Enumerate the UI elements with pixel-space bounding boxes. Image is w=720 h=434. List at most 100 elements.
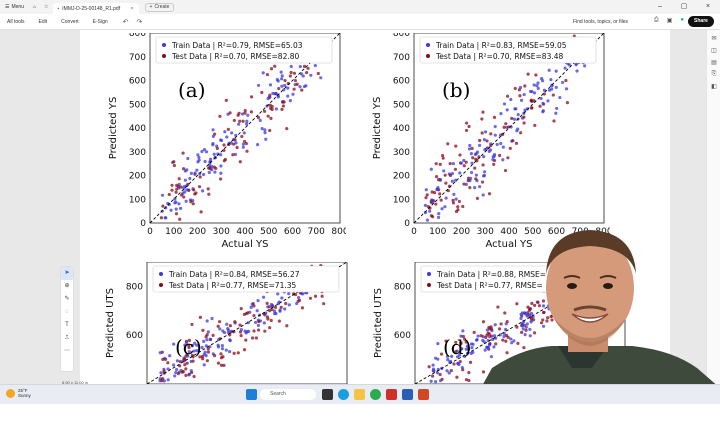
train-point xyxy=(247,329,251,334)
comment-icon[interactable]: ✉ xyxy=(711,36,717,42)
undo-icon[interactable]: ↶ xyxy=(122,18,129,26)
train-point xyxy=(202,363,206,367)
pages-icon[interactable]: ▤ xyxy=(711,60,717,66)
create-label: Create xyxy=(154,4,170,10)
task-view-icon[interactable] xyxy=(322,389,333,400)
test-point xyxy=(438,162,442,166)
explorer-icon[interactable] xyxy=(354,389,365,400)
y-tick-label: 800 xyxy=(129,33,146,39)
train-point xyxy=(444,196,448,200)
weather-widget[interactable]: 25°F Sunny xyxy=(6,388,31,398)
test-point xyxy=(181,151,185,155)
test-point xyxy=(474,157,478,161)
test-point xyxy=(215,146,219,151)
powerpoint-icon[interactable] xyxy=(418,389,429,400)
pen-icon[interactable]: ✎ xyxy=(64,296,70,302)
lasso-icon[interactable]: ◌ xyxy=(65,309,69,315)
test-point xyxy=(462,182,466,186)
minimize-icon[interactable]: – xyxy=(658,3,662,10)
redo-icon[interactable]: ↷ xyxy=(136,18,143,26)
y-axis-label: Predicted UTS xyxy=(373,288,384,358)
test-point xyxy=(219,356,224,360)
bookmark-icon[interactable]: ◫ xyxy=(711,48,717,54)
chrome-icon[interactable] xyxy=(370,389,381,400)
save-icon[interactable]: ▣ xyxy=(666,18,673,24)
test-point xyxy=(464,378,469,382)
train-point xyxy=(561,80,565,85)
test-point xyxy=(213,354,217,358)
attachment-icon[interactable]: ⎘ xyxy=(711,71,717,77)
train-point xyxy=(491,158,495,162)
text-box-icon[interactable]: T xyxy=(65,322,69,328)
close-window-icon[interactable]: × xyxy=(705,3,711,10)
test-point xyxy=(451,201,456,205)
train-point xyxy=(516,113,520,117)
test-point xyxy=(451,198,455,202)
menu-item-all-tools[interactable]: All tools xyxy=(7,18,25,25)
menu-item-edit[interactable]: Edit xyxy=(38,18,48,25)
test-point xyxy=(172,163,176,168)
test-point xyxy=(175,187,179,191)
test-point xyxy=(471,156,475,160)
train-point xyxy=(255,309,259,313)
share-button[interactable]: Share xyxy=(688,16,714,27)
train-point xyxy=(160,193,165,197)
train-point xyxy=(492,154,496,158)
test-point xyxy=(238,330,243,334)
menu-button[interactable]: ☰ Menu xyxy=(0,0,29,14)
y-tick-label: 800 xyxy=(394,282,411,292)
train-point xyxy=(164,216,168,220)
train-point xyxy=(524,325,528,329)
assistant-icon[interactable]: ● xyxy=(680,17,684,23)
y-tick-label: 500 xyxy=(393,100,410,110)
select-cursor-icon[interactable]: ➤ xyxy=(61,267,73,280)
test-point xyxy=(564,78,568,83)
menu-item-esign[interactable]: E-Sign xyxy=(92,18,108,25)
x-tick-label: 300 xyxy=(213,227,230,237)
test-point xyxy=(308,296,313,300)
test-point xyxy=(199,210,203,214)
test-point xyxy=(238,160,242,164)
test-point xyxy=(439,352,444,356)
test-point xyxy=(551,93,555,97)
test-point xyxy=(256,115,261,120)
webcam-overlay xyxy=(462,218,720,404)
test-point xyxy=(478,138,482,143)
train-point xyxy=(450,179,454,183)
stamp-icon[interactable]: ⎍ xyxy=(64,335,70,341)
train-point xyxy=(263,131,267,135)
create-button[interactable]: + Create xyxy=(144,2,175,12)
test-point xyxy=(170,188,174,192)
test-point xyxy=(535,300,539,304)
acrobat-icon[interactable] xyxy=(386,389,397,400)
taskbar-search[interactable]: Search xyxy=(260,389,316,400)
train-point xyxy=(461,329,465,333)
document-tab[interactable]: ▪ IMMJ-D-25-00148_R1.pdf × xyxy=(52,3,139,14)
test-point xyxy=(284,301,288,306)
edge-icon[interactable] xyxy=(338,389,349,400)
train-point xyxy=(207,170,211,175)
test-point xyxy=(467,370,471,375)
search-tools-field[interactable]: Find tools, topics, or files xyxy=(572,19,628,25)
train-point xyxy=(313,63,317,68)
menu-item-convert[interactable]: Convert xyxy=(61,18,79,25)
word-icon[interactable] xyxy=(402,389,413,400)
maximize-icon[interactable]: ▢ xyxy=(680,3,688,10)
close-tab-icon[interactable]: × xyxy=(130,5,134,12)
test-point xyxy=(522,121,526,125)
more-icon[interactable]: ⋯ xyxy=(64,348,70,354)
y-tick-label: 300 xyxy=(393,148,410,158)
train-point xyxy=(459,161,464,165)
test-point xyxy=(461,204,465,209)
y-tick-label: 300 xyxy=(129,148,146,158)
windows-start-icon[interactable] xyxy=(246,389,257,400)
home-icon[interactable]: ⌂ xyxy=(33,4,37,10)
layers-icon[interactable]: ◧ xyxy=(711,84,717,90)
test-point xyxy=(468,360,473,365)
test-point xyxy=(444,339,448,343)
star-icon[interactable]: ☆ xyxy=(44,4,49,10)
print-icon[interactable]: ⎙ xyxy=(653,17,659,23)
test-point xyxy=(516,341,520,345)
zoom-icon[interactable]: ⊕ xyxy=(64,283,70,289)
test-point xyxy=(444,181,448,185)
